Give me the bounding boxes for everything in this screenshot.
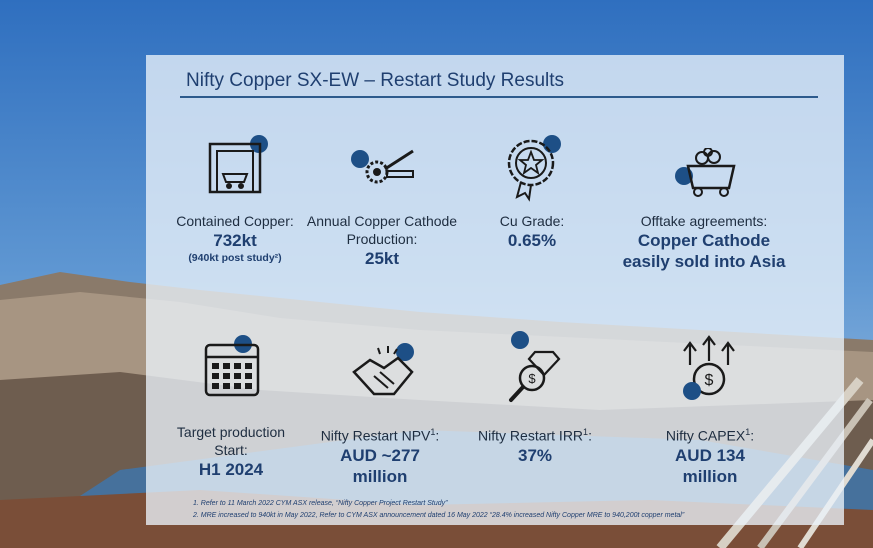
metric-label: Nifty Restart NPV1: bbox=[310, 423, 450, 445]
metric-label-text: Nifty CAPEX bbox=[665, 427, 746, 444]
metric-label-text: Nifty Restart NPV bbox=[320, 427, 431, 444]
footnote-ref: 1 bbox=[430, 427, 436, 437]
calendar-icon bbox=[204, 335, 260, 397]
footnote-1: 1. Refer to 11 March 2022 CYM ASX releas… bbox=[193, 500, 448, 507]
metric-value: 0.65% bbox=[507, 231, 557, 250]
metric-value-line2: easily sold into Asia bbox=[622, 252, 786, 271]
metric-label: Offtake agreements: bbox=[640, 213, 768, 229]
metric-value-line2: million bbox=[352, 466, 408, 486]
metric-label: Nifty Restart IRR1: bbox=[470, 423, 600, 445]
coin-arrows-icon: $ bbox=[683, 335, 735, 400]
footnote-2: 2. MRE increased to 940kt in May 2022, R… bbox=[193, 512, 685, 519]
svg-text:$: $ bbox=[528, 371, 536, 386]
ore-cart-icon bbox=[675, 148, 736, 197]
footnote-ref: 1 bbox=[745, 427, 751, 437]
quality-badge-icon bbox=[507, 135, 561, 202]
metric-value: AUD ~277 bbox=[340, 445, 420, 465]
metric-label-text: Nifty Restart IRR bbox=[478, 427, 584, 444]
results-panel bbox=[146, 55, 844, 525]
metric-offtake: Offtake agreements: Copper Cathode easil… bbox=[604, 212, 804, 272]
metric-npv: Nifty Restart NPV1: AUD ~277 million bbox=[310, 423, 450, 487]
metric-value: 25kt bbox=[364, 249, 400, 268]
metric-capex: Nifty CAPEX1: AUD 134 million bbox=[650, 423, 770, 487]
label-suffix: : bbox=[750, 427, 755, 444]
handshake-icon bbox=[352, 343, 414, 396]
metric-target-production: Target production Start: H1 2024 bbox=[166, 423, 296, 480]
footnote-ref: 1 bbox=[583, 427, 589, 437]
title-underline bbox=[180, 96, 818, 98]
label-suffix: : bbox=[435, 427, 440, 444]
mine-entrance-icon bbox=[208, 135, 268, 194]
conveyor-gear-icon bbox=[351, 149, 414, 184]
metric-irr: Nifty Restart IRR1: 37% bbox=[470, 423, 600, 466]
metric-value: Copper Cathode bbox=[637, 231, 771, 250]
metric-contained-copper: Contained Copper: 732kt (940kt post stud… bbox=[165, 212, 305, 265]
magnifier-diamond-icon: $ bbox=[509, 331, 561, 402]
metric-label: Cu Grade: bbox=[499, 213, 565, 229]
metric-note: (940kt post study²) bbox=[188, 252, 282, 264]
metric-label: Target production bbox=[176, 424, 286, 440]
metric-annual-production: Annual Copper Cathode Production: 25kt bbox=[302, 212, 462, 269]
metric-cu-grade: Cu Grade: 0.65% bbox=[477, 212, 587, 251]
metric-value-line2: million bbox=[682, 466, 738, 486]
metric-label: Nifty CAPEX1: bbox=[650, 423, 770, 445]
svg-text:$: $ bbox=[705, 372, 714, 389]
page-title: Nifty Copper SX-EW – Restart Study Resul… bbox=[186, 70, 565, 91]
metric-label-line2: Production: bbox=[346, 231, 418, 247]
metric-value: 37% bbox=[517, 445, 553, 465]
metric-value: 732kt bbox=[213, 231, 257, 250]
metric-value: AUD 134 bbox=[675, 445, 745, 465]
metric-value: H1 2024 bbox=[198, 460, 264, 479]
metric-label-line2: Start: bbox=[214, 442, 248, 458]
metric-label: Annual Copper Cathode bbox=[306, 213, 458, 229]
label-suffix: : bbox=[588, 427, 592, 444]
metric-label: Contained Copper: bbox=[176, 213, 294, 229]
